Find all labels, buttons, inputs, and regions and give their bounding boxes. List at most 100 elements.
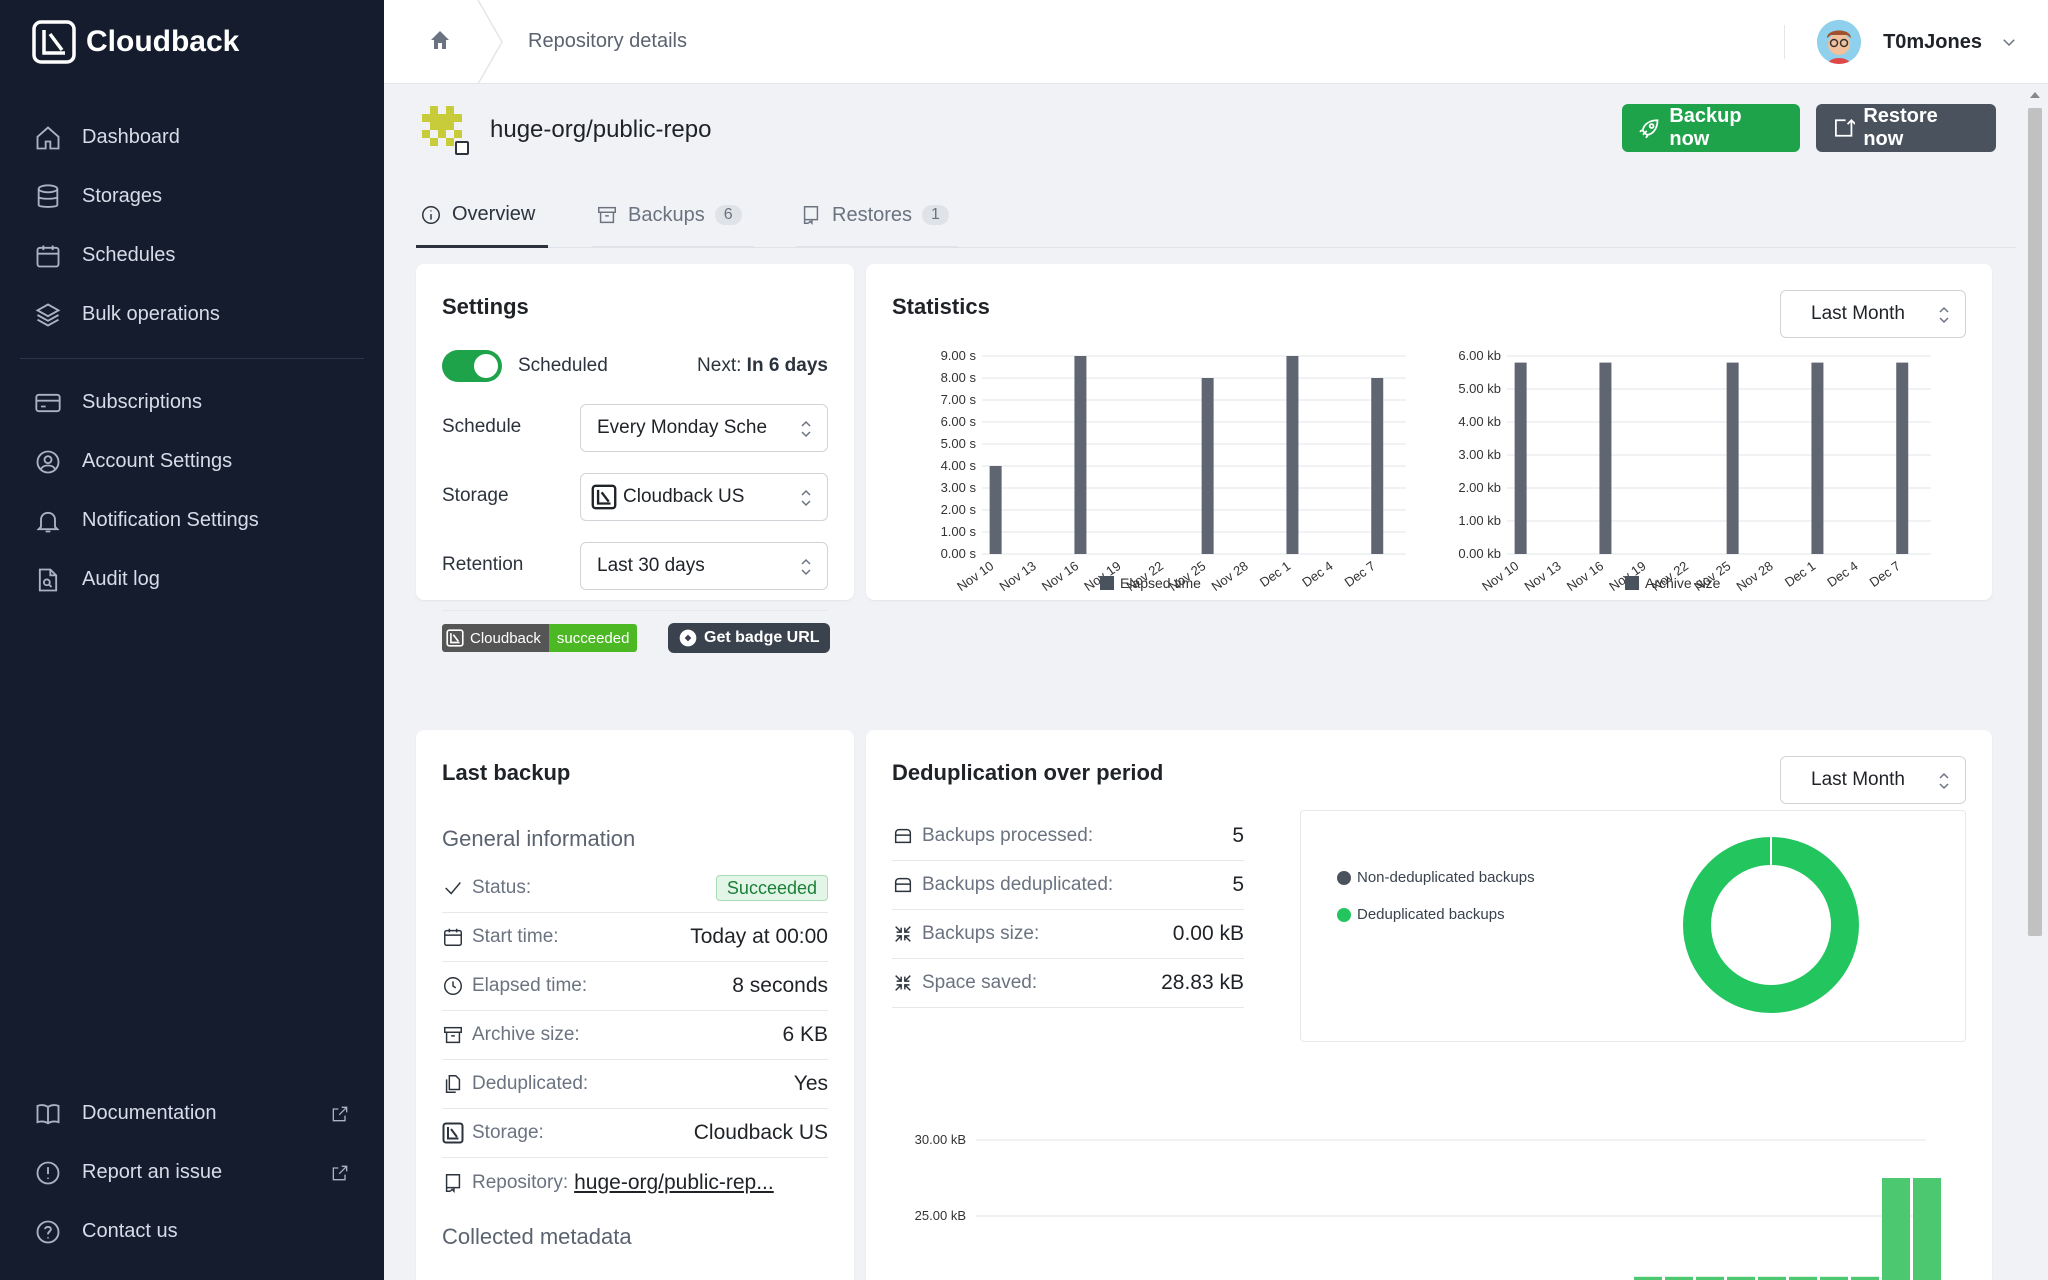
restore-now-button[interactable]: Restore now xyxy=(1816,104,1996,152)
archive-icon xyxy=(444,1026,462,1044)
sidebar-item-schedules[interactable]: Schedules xyxy=(0,226,384,285)
repo-header: huge-org/public-repo xyxy=(418,104,711,156)
sidebar-nav: Dashboard Storages Schedules Bulk operat… xyxy=(0,108,384,609)
sidebar-item-account-settings[interactable]: Account Settings xyxy=(0,432,384,491)
sidebar-item-subscriptions[interactable]: Subscriptions xyxy=(0,373,384,432)
sidebar-item-notification-settings[interactable]: Notification Settings xyxy=(0,491,384,550)
credit-card-icon xyxy=(35,393,61,412)
sidebar-item-report-issue[interactable]: Report an issue xyxy=(0,1143,384,1202)
legend-swatch xyxy=(1337,870,1351,885)
chart-bar xyxy=(1851,1276,1879,1280)
sidebar-item-label: Notification Settings xyxy=(82,509,259,531)
scheduled-toggle[interactable] xyxy=(442,350,502,382)
avatar-face-icon xyxy=(1817,20,1862,64)
period-value: Last Month xyxy=(1811,303,1905,324)
clock-icon xyxy=(444,977,462,995)
sidebar-item-label: Bulk operations xyxy=(82,303,220,325)
updown-icon xyxy=(801,558,811,576)
x-tick-label: Nov 10 xyxy=(1479,558,1521,594)
sidebar-item-audit-log[interactable]: Audit log xyxy=(0,550,384,609)
chart-bar xyxy=(1696,1276,1724,1280)
x-tick-label: Dec 7 xyxy=(1342,558,1378,590)
y-tick-label: 4.00 kb xyxy=(1458,414,1501,429)
collected-metadata-heading: Collected metadata xyxy=(442,1224,632,1249)
tab-backups[interactable]: Backups 6 xyxy=(592,184,754,248)
storage-value: Cloudback US xyxy=(623,486,745,507)
chart-bar xyxy=(1811,362,1824,554)
updown-icon xyxy=(1939,306,1949,324)
last-backup-title: Last backup xyxy=(442,760,571,785)
row-value: 6 KB xyxy=(782,1023,828,1046)
status-badge: Succeeded xyxy=(715,875,828,901)
sidebar-item-label: Storages xyxy=(82,185,163,207)
row-value: Cloudback US xyxy=(693,1121,828,1144)
avatar xyxy=(1817,20,1862,64)
row-key: Space saved: xyxy=(922,972,1038,993)
chart-bar xyxy=(1201,378,1214,554)
deduplicated-row: Deduplicated: Yes xyxy=(442,1060,828,1109)
legend-label: Archive size xyxy=(1645,575,1721,591)
schedule-value: Every Monday Sche xyxy=(597,417,768,438)
database-icon xyxy=(37,183,59,208)
sidebar-item-documentation[interactable]: Documentation xyxy=(0,1084,384,1143)
row-key: Repository: xyxy=(472,1171,569,1193)
calendar-icon xyxy=(444,928,462,946)
upload-icon xyxy=(1835,118,1856,137)
backup-now-button[interactable]: Backup now xyxy=(1622,104,1800,152)
period-value: Last Month xyxy=(1811,769,1905,790)
tab-overview[interactable]: Overview xyxy=(416,184,548,248)
y-tick-label: 5.00 kb xyxy=(1458,381,1501,396)
scroll-up-icon xyxy=(2030,92,2040,98)
tab-label: Backups xyxy=(628,203,705,226)
row-key: Archive size: xyxy=(472,1024,580,1045)
backups-size-row: Backups size: 0.00 kB xyxy=(892,910,1244,959)
cloudback-logo-icon xyxy=(446,629,464,647)
chart-bar xyxy=(1820,1276,1848,1280)
breadcrumb-home-icon[interactable] xyxy=(428,28,452,52)
file-search-icon xyxy=(38,568,58,591)
compress-icon xyxy=(895,926,911,942)
divider xyxy=(1784,25,1786,59)
sidebar-item-bulk-operations[interactable]: Bulk operations xyxy=(0,285,384,344)
app-logo[interactable]: Cloudback xyxy=(32,20,239,64)
user-circle-icon xyxy=(36,450,60,473)
chart-bar xyxy=(1634,1276,1662,1280)
sidebar-item-dashboard[interactable]: Dashboard xyxy=(0,108,384,167)
sidebar-item-contact-us[interactable]: Contact us xyxy=(0,1202,384,1261)
scrollbar-thumb[interactable] xyxy=(2028,108,2042,936)
legend-item-deduplicated[interactable]: Deduplicated backups xyxy=(1337,906,1505,923)
scrollbar[interactable] xyxy=(2022,84,2048,1280)
legend-item-non-deduplicated[interactable]: Non-deduplicated backups xyxy=(1337,869,1535,886)
schedule-select[interactable]: Every Monday Sche xyxy=(580,404,828,452)
start-time-row: Start time: Today at 00:00 xyxy=(442,913,828,962)
get-badge-url-button[interactable]: Get badge URL xyxy=(668,623,830,653)
row-key: Storage: xyxy=(472,1122,544,1143)
sidebar-item-storages[interactable]: Storages xyxy=(0,167,384,226)
toggle-knob xyxy=(474,354,498,378)
x-tick-label: Nov 28 xyxy=(1208,558,1250,594)
user-menu[interactable]: T0mJones xyxy=(1784,0,2048,84)
sidebar-item-label: Contact us xyxy=(82,1220,178,1242)
cloudback-logo-icon xyxy=(32,20,76,64)
tab-restores[interactable]: Restores 1 xyxy=(796,184,958,248)
status-badge-preview: Cloudback succeeded xyxy=(442,624,638,652)
x-tick-label: Dec 4 xyxy=(1299,558,1335,590)
statistics-period-select[interactable]: Last Month xyxy=(1780,290,1966,338)
row-key: Elapsed time: xyxy=(472,975,588,996)
chart-bar xyxy=(1371,378,1384,554)
repo-avatar-icon xyxy=(422,106,469,155)
x-tick-label: Nov 16 xyxy=(1039,558,1081,594)
chart-bar xyxy=(1896,362,1909,554)
repository-icon xyxy=(803,206,819,226)
dedup-period-select[interactable]: Last Month xyxy=(1780,756,1966,804)
x-tick-label: Dec 7 xyxy=(1867,558,1903,590)
x-tick-label: Dec 4 xyxy=(1824,558,1860,590)
check-icon xyxy=(445,882,461,895)
sidebar-item-label: Documentation xyxy=(82,1102,217,1124)
storage-select[interactable]: Cloudback US xyxy=(580,473,828,521)
archive-icon xyxy=(598,206,616,224)
retention-select[interactable]: Last 30 days xyxy=(580,542,828,590)
repository-link[interactable]: huge-org/public-rep... xyxy=(574,1170,774,1194)
legend-swatch xyxy=(1337,907,1351,922)
chart-bar xyxy=(1286,356,1299,554)
